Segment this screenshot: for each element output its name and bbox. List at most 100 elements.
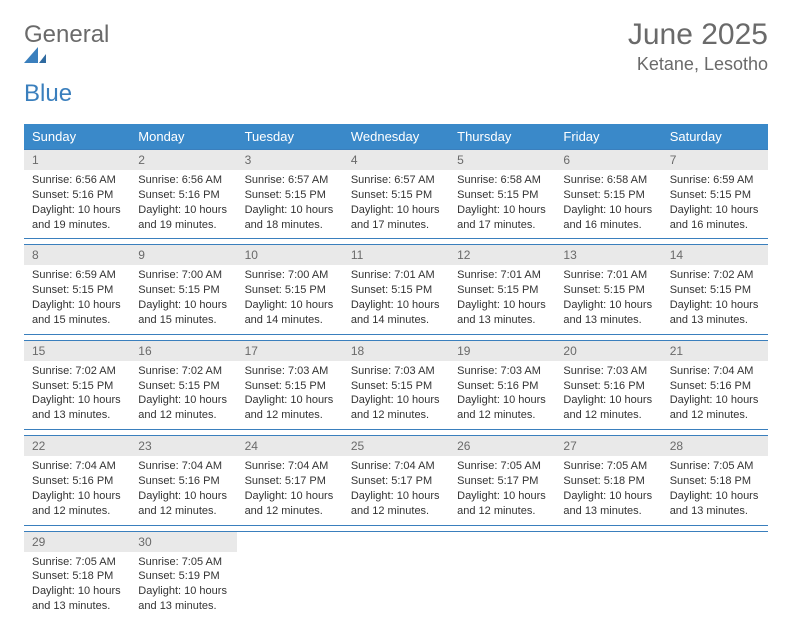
daylight-text2: and 13 minutes.: [563, 504, 653, 519]
day-details: Sunrise: 6:57 AMSunset: 5:15 PMDaylight:…: [237, 170, 343, 238]
day-details: Sunrise: 7:05 AMSunset: 5:19 PMDaylight:…: [130, 552, 236, 620]
sunset-text: Sunset: 5:16 PM: [457, 379, 547, 394]
day-details: Sunrise: 7:02 AMSunset: 5:15 PMDaylight:…: [130, 361, 236, 429]
day-details: Sunrise: 6:59 AMSunset: 5:15 PMDaylight:…: [24, 265, 130, 333]
day-details: Sunrise: 6:58 AMSunset: 5:15 PMDaylight:…: [555, 170, 661, 238]
daylight-text: Daylight: 10 hours: [563, 489, 653, 504]
calendar-cell: [662, 531, 768, 620]
day-number: 29: [24, 532, 130, 552]
weekday-header: Thursday: [449, 124, 555, 150]
sunrise-text: Sunrise: 7:05 AM: [138, 555, 228, 570]
day-number: 11: [343, 245, 449, 265]
sunset-text: Sunset: 5:16 PM: [32, 474, 122, 489]
calendar-row: 15Sunrise: 7:02 AMSunset: 5:15 PMDayligh…: [24, 340, 768, 429]
sunset-text: Sunset: 5:16 PM: [563, 379, 653, 394]
calendar-cell: [555, 531, 661, 620]
day-number: 30: [130, 532, 236, 552]
calendar-cell: 10Sunrise: 7:00 AMSunset: 5:15 PMDayligh…: [237, 245, 343, 334]
sunset-text: Sunset: 5:15 PM: [457, 188, 547, 203]
calendar-cell: 20Sunrise: 7:03 AMSunset: 5:16 PMDayligh…: [555, 340, 661, 429]
daylight-text: Daylight: 10 hours: [563, 203, 653, 218]
day-details: Sunrise: 6:59 AMSunset: 5:15 PMDaylight:…: [662, 170, 768, 238]
sunset-text: Sunset: 5:15 PM: [138, 379, 228, 394]
daylight-text: Daylight: 10 hours: [32, 584, 122, 599]
day-details: Sunrise: 7:02 AMSunset: 5:15 PMDaylight:…: [662, 265, 768, 333]
weekday-header: Monday: [130, 124, 236, 150]
title-block: June 2025 Ketane, Lesotho: [628, 18, 768, 75]
calendar-head: SundayMondayTuesdayWednesdayThursdayFrid…: [24, 124, 768, 150]
daylight-text2: and 13 minutes.: [457, 313, 547, 328]
day-number: 21: [662, 341, 768, 361]
calendar-cell: 12Sunrise: 7:01 AMSunset: 5:15 PMDayligh…: [449, 245, 555, 334]
sunrise-text: Sunrise: 7:02 AM: [670, 268, 760, 283]
daylight-text: Daylight: 10 hours: [670, 489, 760, 504]
sunrise-text: Sunrise: 7:03 AM: [563, 364, 653, 379]
day-number: 25: [343, 436, 449, 456]
sunset-text: Sunset: 5:17 PM: [457, 474, 547, 489]
sunset-text: Sunset: 5:16 PM: [138, 474, 228, 489]
daylight-text2: and 12 minutes.: [351, 504, 441, 519]
sunset-text: Sunset: 5:15 PM: [32, 379, 122, 394]
sunrise-text: Sunrise: 7:03 AM: [457, 364, 547, 379]
sunrise-text: Sunrise: 7:05 AM: [563, 459, 653, 474]
sunset-text: Sunset: 5:15 PM: [670, 188, 760, 203]
daylight-text2: and 12 minutes.: [32, 504, 122, 519]
day-details: Sunrise: 7:03 AMSunset: 5:16 PMDaylight:…: [449, 361, 555, 429]
calendar-row: 22Sunrise: 7:04 AMSunset: 5:16 PMDayligh…: [24, 436, 768, 525]
calendar-cell: 24Sunrise: 7:04 AMSunset: 5:17 PMDayligh…: [237, 436, 343, 525]
day-number: 28: [662, 436, 768, 456]
day-number: 22: [24, 436, 130, 456]
daylight-text: Daylight: 10 hours: [32, 203, 122, 218]
day-number: 10: [237, 245, 343, 265]
day-number: 5: [449, 150, 555, 170]
daylight-text: Daylight: 10 hours: [245, 393, 335, 408]
sunset-text: Sunset: 5:16 PM: [32, 188, 122, 203]
day-number: 13: [555, 245, 661, 265]
logo: General Blue: [24, 24, 109, 106]
calendar-cell: 8Sunrise: 6:59 AMSunset: 5:15 PMDaylight…: [24, 245, 130, 334]
daylight-text: Daylight: 10 hours: [351, 393, 441, 408]
day-details: Sunrise: 7:03 AMSunset: 5:15 PMDaylight:…: [343, 361, 449, 429]
daylight-text: Daylight: 10 hours: [670, 298, 760, 313]
sunset-text: Sunset: 5:17 PM: [351, 474, 441, 489]
day-details: Sunrise: 7:04 AMSunset: 5:16 PMDaylight:…: [24, 456, 130, 524]
day-number: 7: [662, 150, 768, 170]
sunrise-text: Sunrise: 7:01 AM: [351, 268, 441, 283]
daylight-text: Daylight: 10 hours: [457, 393, 547, 408]
daylight-text: Daylight: 10 hours: [670, 393, 760, 408]
day-details: Sunrise: 7:03 AMSunset: 5:16 PMDaylight:…: [555, 361, 661, 429]
sunrise-text: Sunrise: 6:57 AM: [245, 173, 335, 188]
calendar-cell: 16Sunrise: 7:02 AMSunset: 5:15 PMDayligh…: [130, 340, 236, 429]
location: Ketane, Lesotho: [628, 54, 768, 75]
sunset-text: Sunset: 5:15 PM: [245, 283, 335, 298]
sunrise-text: Sunrise: 6:58 AM: [457, 173, 547, 188]
daylight-text2: and 13 minutes.: [32, 408, 122, 423]
day-number: 16: [130, 341, 236, 361]
day-number: 17: [237, 341, 343, 361]
day-number: 9: [130, 245, 236, 265]
sunset-text: Sunset: 5:16 PM: [670, 379, 760, 394]
day-number: 19: [449, 341, 555, 361]
sunrise-text: Sunrise: 6:58 AM: [563, 173, 653, 188]
day-number: 6: [555, 150, 661, 170]
weekday-header: Wednesday: [343, 124, 449, 150]
logo-text-block: General Blue: [24, 24, 109, 106]
daylight-text: Daylight: 10 hours: [563, 393, 653, 408]
calendar-cell: 29Sunrise: 7:05 AMSunset: 5:18 PMDayligh…: [24, 531, 130, 620]
day-details: Sunrise: 7:01 AMSunset: 5:15 PMDaylight:…: [449, 265, 555, 333]
sunset-text: Sunset: 5:15 PM: [32, 283, 122, 298]
daylight-text: Daylight: 10 hours: [138, 393, 228, 408]
calendar-cell: 9Sunrise: 7:00 AMSunset: 5:15 PMDaylight…: [130, 245, 236, 334]
sunset-text: Sunset: 5:15 PM: [351, 188, 441, 203]
sunset-text: Sunset: 5:18 PM: [32, 569, 122, 584]
day-number: 12: [449, 245, 555, 265]
sunrise-text: Sunrise: 7:02 AM: [32, 364, 122, 379]
day-details: Sunrise: 7:05 AMSunset: 5:18 PMDaylight:…: [24, 552, 130, 620]
daylight-text2: and 17 minutes.: [351, 218, 441, 233]
daylight-text2: and 12 minutes.: [245, 504, 335, 519]
daylight-text: Daylight: 10 hours: [32, 393, 122, 408]
calendar-row: 29Sunrise: 7:05 AMSunset: 5:18 PMDayligh…: [24, 531, 768, 620]
daylight-text2: and 12 minutes.: [457, 408, 547, 423]
calendar-cell: 5Sunrise: 6:58 AMSunset: 5:15 PMDaylight…: [449, 150, 555, 239]
day-details: Sunrise: 7:00 AMSunset: 5:15 PMDaylight:…: [237, 265, 343, 333]
